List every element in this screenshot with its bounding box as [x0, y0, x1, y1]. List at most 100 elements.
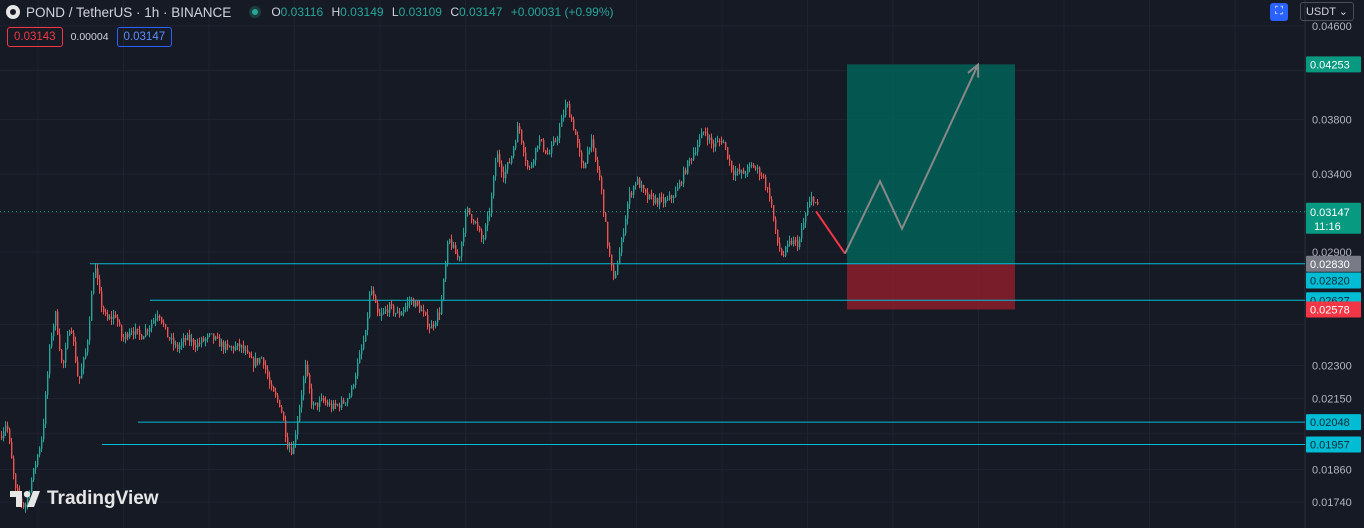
- candle-body: [651, 194, 653, 196]
- candle-body: [517, 126, 519, 143]
- stop-loss-zone[interactable]: [847, 263, 1015, 310]
- candle-body: [681, 182, 683, 184]
- projected-drop-line[interactable]: [815, 210, 846, 255]
- candle-body: [59, 334, 61, 350]
- candle-body: [603, 189, 605, 214]
- candle-body: [799, 238, 801, 248]
- candle-body: [755, 167, 757, 169]
- candle-body: [701, 132, 703, 139]
- candle-body: [101, 291, 103, 307]
- candle-body: [413, 299, 415, 307]
- candle-body: [169, 337, 171, 340]
- candle-body: [61, 349, 63, 361]
- candle-body: [415, 301, 417, 307]
- candle-body: [541, 139, 543, 141]
- candle-body: [303, 378, 305, 396]
- line-price-label: 0.02048: [1310, 417, 1350, 429]
- candle-body: [31, 479, 33, 492]
- candle-body: [729, 158, 731, 161]
- candle-body: [663, 197, 665, 204]
- low-key: L: [391, 5, 399, 19]
- candle-body: [439, 312, 441, 315]
- candle-body: [559, 126, 561, 139]
- candle-body: [145, 329, 147, 337]
- candle-body: [453, 245, 455, 248]
- symbol-title[interactable]: POND / TetherUS · 1h · BINANCE: [26, 4, 232, 20]
- candle-body: [483, 238, 485, 240]
- candle-body: [15, 473, 17, 489]
- candle-body: [179, 345, 181, 349]
- candle-body: [585, 162, 587, 169]
- candle-body: [597, 159, 599, 170]
- candle-body: [125, 333, 127, 339]
- candle-body: [107, 314, 109, 319]
- candle-body: [147, 329, 149, 332]
- currency-selector[interactable]: USDT ⌄: [1299, 2, 1354, 21]
- projected-rise-line[interactable]: [844, 64, 979, 254]
- close-key: C: [450, 5, 459, 19]
- candle-body: [77, 361, 79, 377]
- candle-body: [565, 104, 567, 116]
- candle-body: [85, 352, 87, 358]
- candle-body: [425, 312, 427, 315]
- candle-body: [789, 240, 791, 245]
- candle-body: [449, 239, 451, 244]
- candle-body: [249, 352, 251, 358]
- candle-body: [289, 447, 291, 449]
- candle-body: [123, 337, 125, 339]
- candle-body: [765, 176, 767, 188]
- candle-body: [299, 407, 301, 421]
- candle-body: [403, 309, 405, 313]
- candle-body: [109, 316, 111, 319]
- candle-body: [25, 504, 27, 508]
- candle-body: [253, 357, 255, 367]
- buy-button[interactable]: 0.03147: [116, 27, 173, 47]
- candle-body: [251, 357, 253, 359]
- candle-body: [405, 305, 407, 310]
- candle-body: [417, 301, 419, 305]
- candle-body: [79, 376, 81, 379]
- candle-body: [255, 358, 257, 367]
- market-open-icon: [249, 6, 262, 18]
- candle-body: [153, 320, 155, 324]
- candle-body: [485, 225, 487, 239]
- candle-body: [423, 309, 425, 313]
- candle-body: [563, 115, 565, 118]
- candle-body: [391, 303, 393, 306]
- candle-body: [769, 187, 771, 200]
- candle-body: [407, 302, 409, 306]
- candle-body: [745, 173, 747, 175]
- candle-body: [499, 154, 501, 164]
- candle-body: [409, 301, 411, 303]
- candle-body: [349, 395, 351, 399]
- candle-body: [513, 147, 515, 157]
- sell-button[interactable]: 0.03143: [7, 27, 63, 47]
- high-key: H: [331, 5, 341, 19]
- candle-body: [679, 182, 681, 188]
- candle-body: [487, 215, 489, 226]
- candle-body: [599, 169, 601, 178]
- fullscreen-icon[interactable]: ⛶: [1269, 2, 1288, 21]
- candle-body: [87, 340, 89, 353]
- candle-body: [593, 139, 595, 149]
- candle-body: [751, 164, 753, 166]
- candle-body: [463, 232, 465, 242]
- candle-body: [611, 254, 613, 266]
- candle-body: [139, 329, 141, 335]
- candle-body: [381, 313, 383, 316]
- candle-body: [277, 395, 279, 401]
- candle-body: [285, 420, 287, 438]
- candle-body: [173, 337, 175, 345]
- candle-body: [225, 343, 227, 350]
- candle-body: [683, 169, 685, 184]
- candle-body: [689, 159, 691, 161]
- candle-body: [395, 313, 397, 315]
- candle-body: [675, 190, 677, 198]
- candle-body: [239, 343, 241, 348]
- candle-body: [9, 429, 11, 442]
- candle-body: [809, 201, 811, 208]
- candle-body: [479, 226, 481, 231]
- candle-body: [97, 268, 99, 280]
- candle-body: [177, 344, 179, 349]
